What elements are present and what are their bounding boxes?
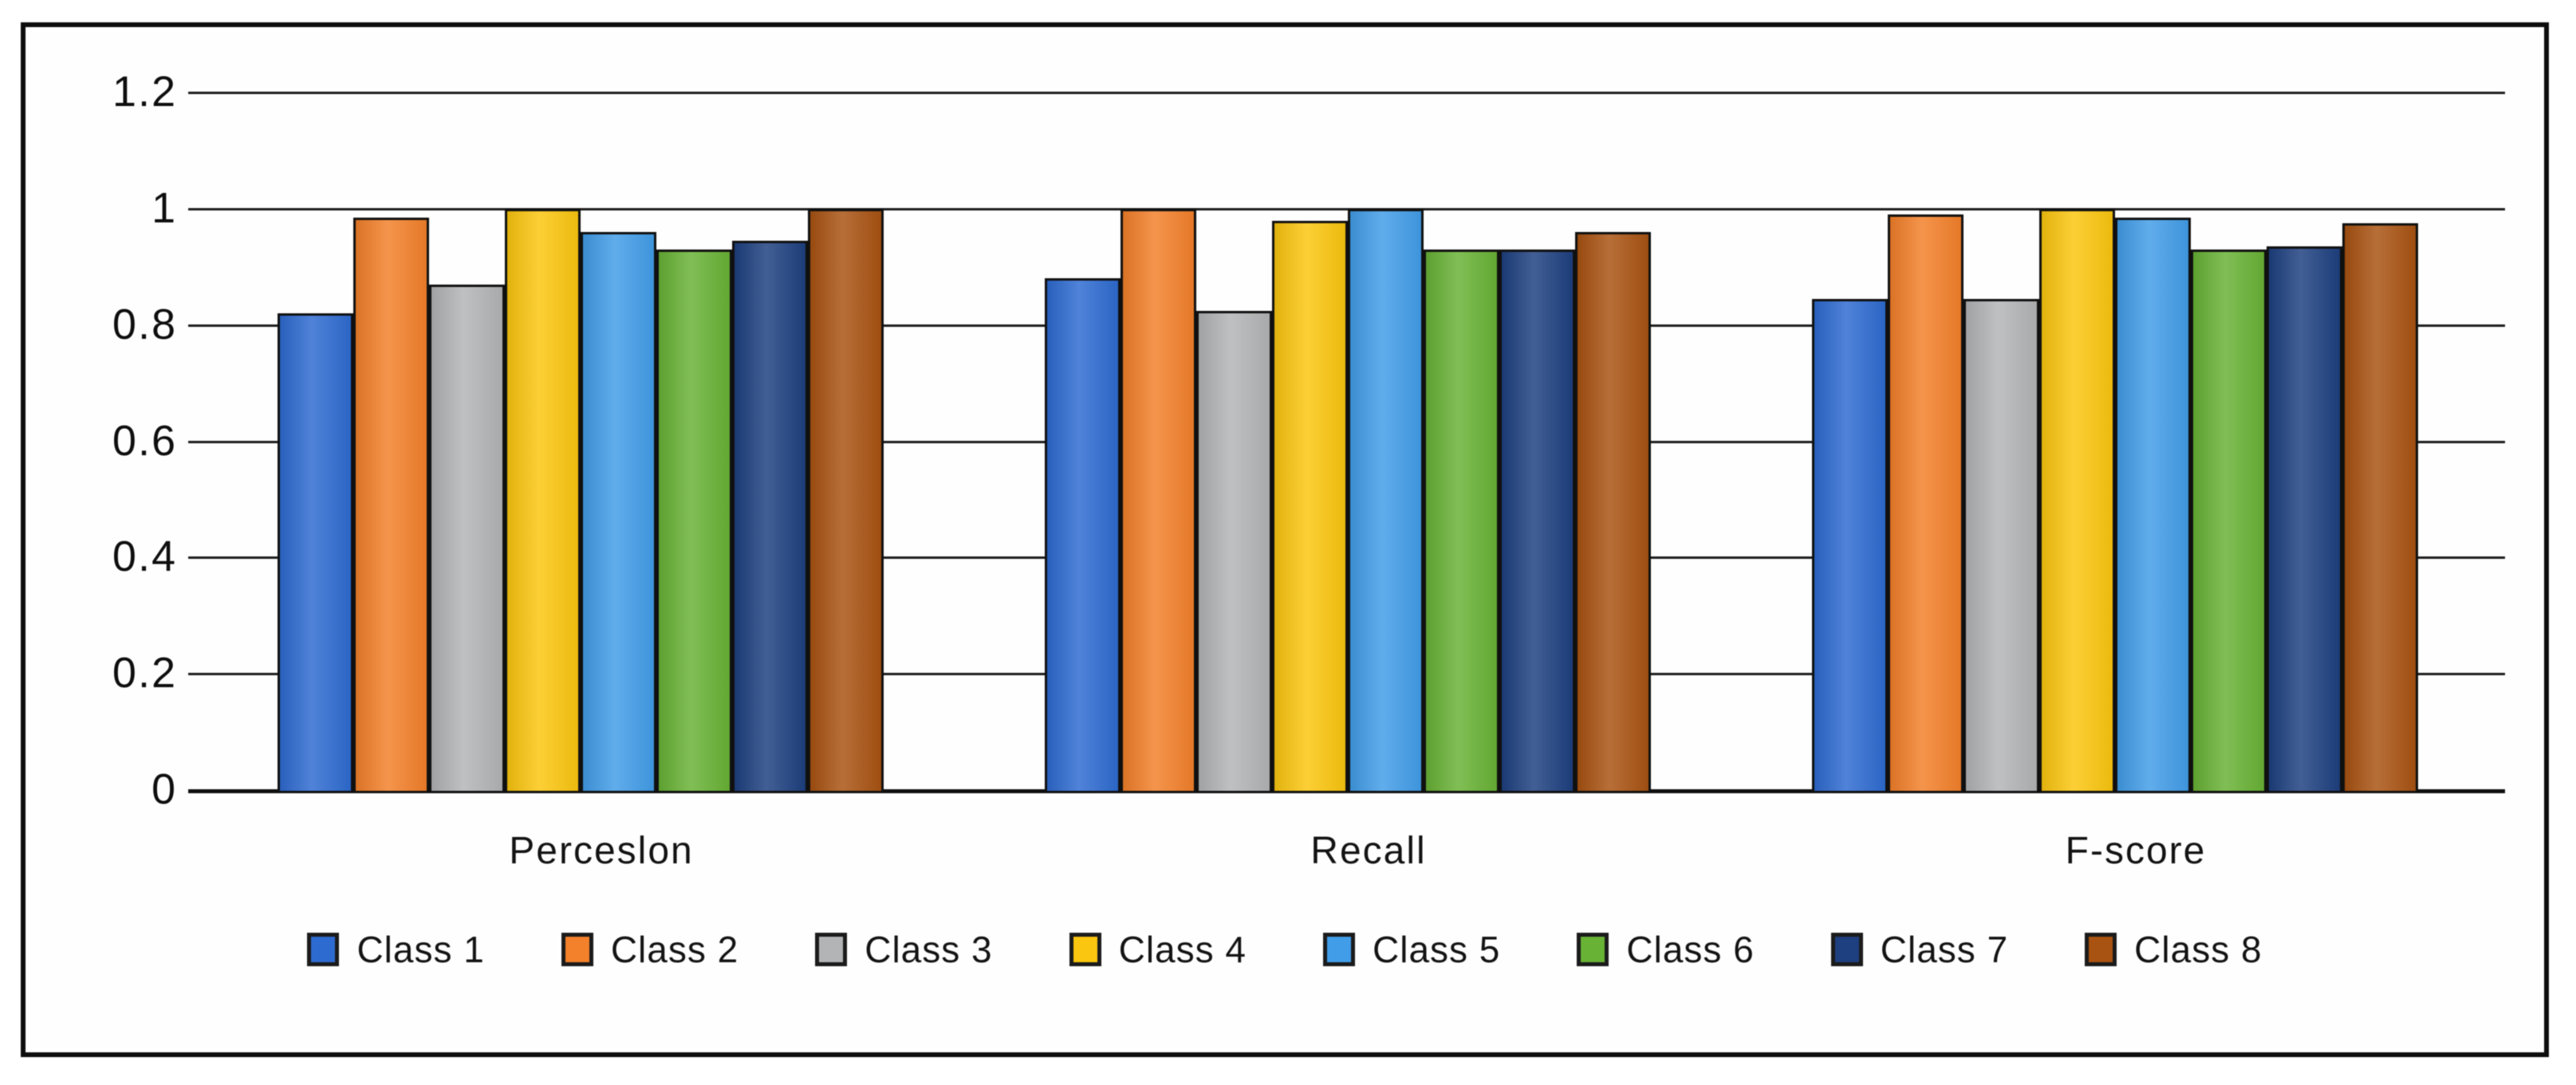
y-tick-label-0.8: 0.8 xyxy=(112,300,177,348)
legend-item-class8: Class 8 xyxy=(2085,928,2262,971)
category-label-recall: Recall xyxy=(1310,830,1427,872)
bar-class1-fscore xyxy=(1812,298,1888,793)
y-tick-label-0.6: 0.6 xyxy=(112,416,177,465)
bar-fill xyxy=(2117,219,2188,791)
bar-class3-recall xyxy=(1196,310,1272,793)
bar-fill xyxy=(2269,249,2340,791)
legend-label: Class 6 xyxy=(1626,929,1755,970)
bar-class8-perceslon xyxy=(808,209,884,793)
bar-class6-perceslon xyxy=(656,250,732,793)
category-label-fscore: F-score xyxy=(2065,830,2207,872)
class2-swatch-icon xyxy=(561,933,593,966)
legend-label: Class 1 xyxy=(356,929,485,970)
legend-label: Class 7 xyxy=(1880,929,2009,970)
bar-class8-fscore xyxy=(2342,223,2418,793)
category-label-perceslon: Perceslon xyxy=(509,830,694,872)
legend-item-class6: Class 6 xyxy=(1577,928,1754,971)
bar-class3-fscore xyxy=(1964,298,2039,793)
plot-area: Perceslon Recall F-score Class 1 Class 2… xyxy=(26,27,2544,1052)
bar-class5-perceslon xyxy=(581,232,656,793)
bar-class5-fscore xyxy=(2115,217,2191,793)
bar-fill xyxy=(1123,211,1194,791)
bar-class4-fscore xyxy=(2039,209,2115,793)
bar-fill xyxy=(1966,301,2037,791)
bar-fill xyxy=(583,234,654,791)
class1-swatch-icon xyxy=(307,933,340,966)
bar-class4-perceslon xyxy=(505,209,581,793)
bar-fill xyxy=(2193,252,2264,791)
legend-label: Class 2 xyxy=(610,929,739,970)
bar-fill xyxy=(1502,252,1573,791)
bar-class2-fscore xyxy=(1888,214,1964,793)
bar-class5-recall xyxy=(1348,209,1424,793)
bar-fill xyxy=(1578,234,1648,791)
bar-class7-fscore xyxy=(2267,246,2342,793)
bar-class8-recall xyxy=(1575,232,1651,793)
bar-fill xyxy=(1426,252,1497,791)
bar-fill xyxy=(810,211,881,791)
bar-fill xyxy=(431,286,502,791)
bar-class2-recall xyxy=(1121,209,1196,793)
bar-class7-recall xyxy=(1499,250,1575,793)
legend-label: Class 5 xyxy=(1373,929,1501,970)
bar-fill xyxy=(1047,281,1118,791)
bar-fill xyxy=(2345,226,2416,791)
bar-fill xyxy=(280,316,351,791)
bar-fill xyxy=(735,243,805,791)
y-gridline-1 xyxy=(188,208,2505,210)
legend: Class 1 Class 2 Class 3 Class 4 Class 5 xyxy=(26,928,2544,971)
bar-class6-recall xyxy=(1424,250,1499,793)
y-tick-label-1.2: 1.2 xyxy=(112,68,177,116)
legend-label: Class 8 xyxy=(2134,929,2263,970)
legend-item-class1: Class 1 xyxy=(307,928,484,971)
y-tick-label-0.4: 0.4 xyxy=(112,533,177,581)
bar-fill xyxy=(1199,313,1270,791)
class3-swatch-icon xyxy=(815,933,848,966)
y-gridline-1.2 xyxy=(188,92,2505,95)
y-tick-label-0: 0 xyxy=(151,765,177,813)
legend-item-class3: Class 3 xyxy=(815,928,992,971)
bar-class3-perceslon xyxy=(429,284,505,793)
chart-frame: Perceslon Recall F-score Class 1 Class 2… xyxy=(21,22,2549,1057)
legend-label: Class 4 xyxy=(1118,929,1247,970)
y-tick-label-0.2: 0.2 xyxy=(112,649,177,698)
y-tick-label-1: 1 xyxy=(151,184,177,232)
bar-fill xyxy=(1890,217,1961,791)
bar-class7-perceslon xyxy=(732,241,808,793)
legend-item-class4: Class 4 xyxy=(1069,928,1247,971)
class8-swatch-icon xyxy=(2085,933,2117,966)
bar-class4-recall xyxy=(1272,220,1348,793)
bar-fill xyxy=(659,252,730,791)
bar-fill xyxy=(2042,211,2113,791)
bar-fill xyxy=(1814,301,1885,791)
legend-item-class5: Class 5 xyxy=(1323,928,1500,971)
bar-class6-fscore xyxy=(2191,250,2267,793)
bar-fill xyxy=(356,219,427,791)
class7-swatch-icon xyxy=(1830,933,1863,966)
legend-item-class7: Class 7 xyxy=(1830,928,2009,971)
legend-label: Class 3 xyxy=(865,929,993,970)
bar-fill xyxy=(1350,211,1421,791)
class4-swatch-icon xyxy=(1069,933,1101,966)
bar-class1-recall xyxy=(1045,278,1121,793)
bar-class2-perceslon xyxy=(353,217,429,793)
class5-swatch-icon xyxy=(1323,933,1355,966)
bar-fill xyxy=(507,211,578,791)
bar-fill xyxy=(1274,222,1345,791)
class6-swatch-icon xyxy=(1577,933,1609,966)
bar-class1-perceslon xyxy=(278,313,353,793)
legend-item-class2: Class 2 xyxy=(561,928,739,971)
